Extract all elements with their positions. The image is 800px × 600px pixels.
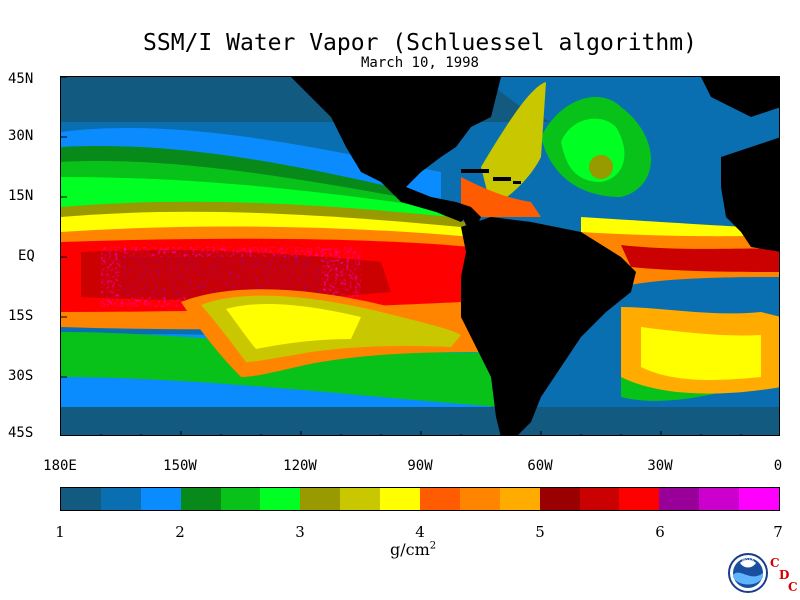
colorbar-swatch: [260, 488, 301, 510]
lat-label-45s: 45S: [8, 425, 34, 441]
colorbar-swatch: [459, 488, 500, 510]
cdc-letter-c1: C: [770, 556, 780, 570]
colorbar: [60, 487, 780, 511]
cdc-letter-c2: C: [788, 580, 798, 594]
colorbar-swatch: [100, 488, 141, 510]
colorbar-swatch: [539, 488, 580, 510]
lon-label-0: 0: [773, 458, 783, 474]
lat-label-30s: 30S: [8, 368, 34, 384]
lon-label-60w: 60W: [527, 458, 553, 474]
colorbar-tick-1: 1: [55, 523, 65, 541]
colorbar-swatch: [499, 488, 540, 510]
colorbar-tick-7: 7: [773, 523, 783, 541]
caribbean-moist: [461, 177, 541, 217]
map-canvas: [61, 77, 779, 435]
colorbar-swatch: [340, 488, 381, 510]
central-america-landmass: [456, 202, 481, 227]
caribbean-islands: [461, 169, 521, 184]
noaa-logo: NOAA: [728, 553, 768, 597]
colorbar-swatch: [61, 488, 101, 510]
colorbar-swatch: [659, 488, 700, 510]
colorbar-swatch: [140, 488, 181, 510]
lat-label-30n: 30N: [8, 128, 34, 144]
colorbar-swatch: [420, 488, 460, 510]
spcz-yellow: [226, 303, 361, 349]
colorbar-tick-2: 2: [175, 523, 185, 541]
south-america-landmass: [461, 217, 636, 435]
map-ticks: [61, 77, 742, 435]
lon-label-180e: 180E: [43, 458, 77, 474]
south-atlantic-yellow: [641, 327, 761, 380]
colorbar-swatch: [579, 488, 620, 510]
lon-label-120w: 120W: [283, 458, 317, 474]
colorbar-swatch: [300, 488, 341, 510]
gulf-stream-plume: [481, 82, 546, 207]
noaa-emblem-icon: NOAA: [728, 553, 768, 593]
lat-label-eq: EQ: [18, 248, 35, 264]
lon-label-30w: 30W: [647, 458, 673, 474]
colorbar-swatch: [699, 488, 740, 510]
map-title: SSM/I Water Vapor (Schluessel algorithm): [143, 30, 697, 56]
lat-label-15s: 15S: [8, 308, 34, 324]
water-vapor-map: [60, 76, 780, 436]
colorbar-tick-5: 5: [535, 523, 545, 541]
europe-landmass: [701, 77, 779, 117]
dry-band-south: [61, 407, 779, 435]
cdc-letter-d: D: [779, 568, 790, 582]
colorbar-tick-6: 6: [655, 523, 665, 541]
lat-label-15n: 15N: [8, 188, 34, 204]
lat-label-45n: 45N: [8, 71, 34, 87]
africa-landmass: [721, 137, 779, 252]
colorbar-swatch: [619, 488, 660, 510]
north-landmass-top: [416, 77, 481, 107]
colorbar-swatch: [220, 488, 261, 510]
colorbar-tick-4: 4: [415, 523, 425, 541]
storm-center: [589, 155, 613, 179]
itcz-red-band-atlantic: [621, 245, 779, 272]
north-america-landmass: [291, 77, 501, 222]
colorbar-tick-3: 3: [295, 523, 305, 541]
lon-label-150w: 150W: [163, 458, 197, 474]
lon-label-90w: 90W: [407, 458, 433, 474]
svg-text:NOAA: NOAA: [742, 558, 754, 563]
colorbar-swatch: [180, 488, 221, 510]
map-date: March 10, 1998: [360, 55, 479, 71]
colorbar-swatch: [739, 488, 780, 510]
colorbar-swatch: [380, 488, 421, 510]
colorbar-unit-label: g/cm2: [390, 540, 437, 559]
